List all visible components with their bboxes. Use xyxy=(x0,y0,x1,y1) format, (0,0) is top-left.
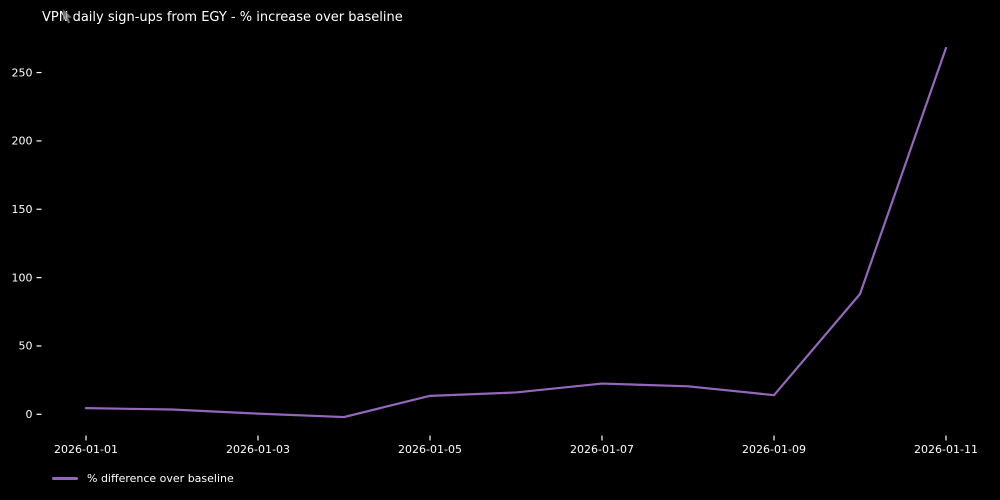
x-tick-label: 2026-01-05 xyxy=(398,443,462,456)
x-tick-label: 2026-01-03 xyxy=(226,443,290,456)
x-tick-label: 2026-01-09 xyxy=(742,443,806,456)
x-tick-label: 2026-01-01 xyxy=(54,443,118,456)
y-tick-label: 0 xyxy=(26,408,33,421)
legend-line-swatch xyxy=(52,477,78,480)
mouse-cursor-icon xyxy=(62,9,73,24)
y-tick-label: 250 xyxy=(12,66,33,79)
y-tick-label: 200 xyxy=(12,135,33,148)
series-line xyxy=(84,46,948,419)
x-tick-label: 2026-01-07 xyxy=(570,443,634,456)
chart-title: VPN daily sign-ups from EGY - % increase… xyxy=(42,10,403,25)
legend: % difference over baseline xyxy=(52,472,234,485)
x-tick-label: 2026-01-11 xyxy=(914,443,978,456)
legend-label: % difference over baseline xyxy=(87,472,234,485)
y-tick-label: 150 xyxy=(12,203,33,216)
y-tick-label: 50 xyxy=(19,340,33,353)
y-tick-label: 100 xyxy=(12,271,33,284)
